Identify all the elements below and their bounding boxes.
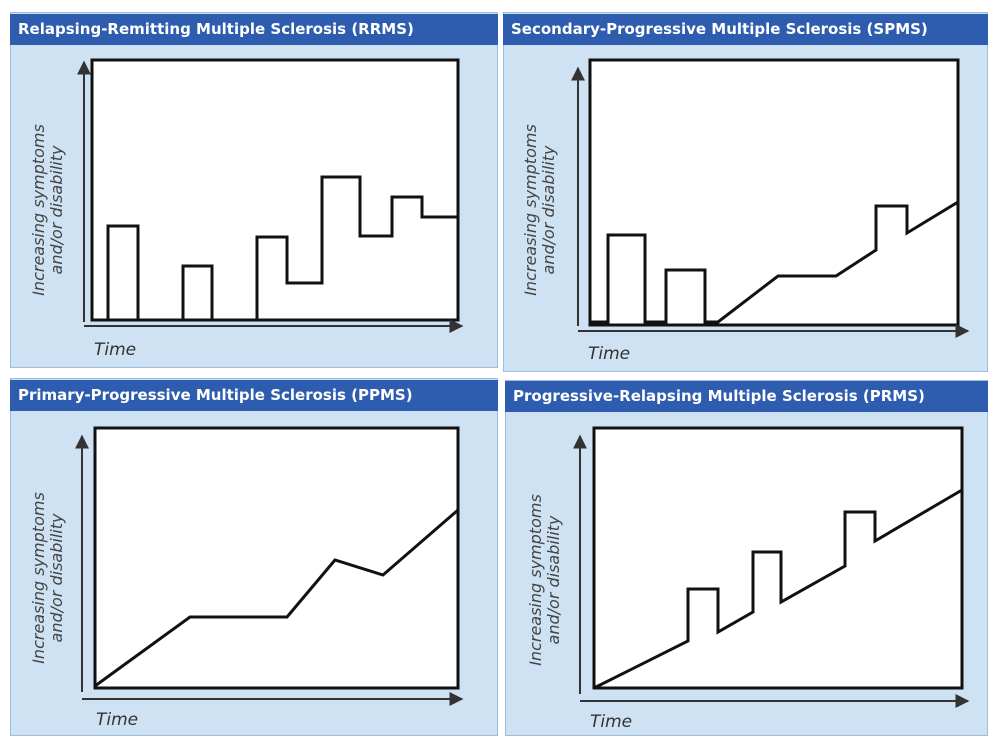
disease-course [94, 508, 459, 688]
panel-title: Relapsing-Remitting Multiple Sclerosis (… [10, 14, 498, 45]
y-axis-label: Increasing symptoms and/or disability [29, 124, 66, 296]
y-label-line: and/or disability [544, 515, 563, 645]
panel-title: Primary-Progressive Multiple Sclerosis (… [10, 380, 498, 411]
y-label-line: Increasing symptoms [29, 492, 48, 664]
disease-course [593, 488, 963, 690]
panel-title: Progressive-Relapsing Multiple Sclerosis… [505, 381, 988, 412]
y-label-line: Increasing symptoms [521, 124, 540, 296]
y-label-line: and/or disability [539, 145, 558, 275]
plot-box [93, 426, 460, 690]
y-label-line: and/or disability [47, 145, 66, 275]
x-axis-label: Time [590, 712, 633, 732]
plot-box [592, 426, 964, 690]
y-label-line: and/or disability [47, 513, 66, 643]
x-axis-label: Time [96, 710, 139, 730]
y-label-line: Increasing symptoms [526, 494, 545, 666]
x-axis-label: Time [588, 344, 631, 364]
y-axis-label: Increasing symptoms and/or disability [521, 124, 558, 296]
y-label-line: Increasing symptoms [29, 124, 48, 296]
y-axis-label: Increasing symptoms and/or disability [526, 494, 563, 666]
plot-box [90, 58, 460, 322]
panel-title: Secondary-Progressive Multiple Sclerosis… [503, 14, 988, 45]
disease-course [92, 175, 458, 322]
y-axis-label: Increasing symptoms and/or disability [29, 492, 66, 664]
disease-course [590, 200, 959, 324]
x-axis-label: Time [94, 340, 137, 360]
